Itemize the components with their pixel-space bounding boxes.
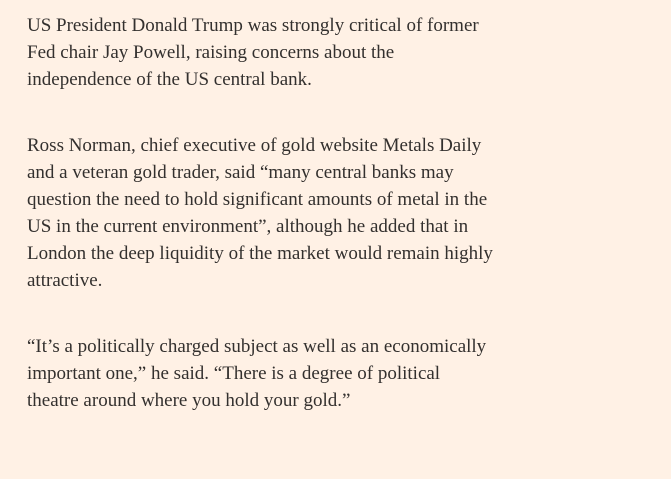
paragraph: “It’s a politically charged subject as w… [27, 333, 657, 414]
text-line: Ross Norman, chief executive of gold web… [27, 135, 482, 156]
text-line: theatre around where you hold your gold.… [27, 390, 351, 411]
paragraph: US President Donald Trump was strongly c… [27, 12, 657, 93]
text-line: important one,” he said. “There is a deg… [27, 363, 441, 384]
text-line: attractive. [27, 270, 103, 291]
text-line: independence of the US central bank. [27, 69, 312, 90]
text-line: Fed chair Jay Powell, raising concerns a… [27, 42, 395, 63]
paragraph: Ross Norman, chief executive of gold web… [27, 132, 657, 294]
text-line: question the need to hold significant am… [27, 189, 488, 210]
text-line: “It’s a politically charged subject as w… [27, 336, 487, 357]
text-line: and a veteran gold trader, said “many ce… [27, 162, 454, 183]
text-line: US President Donald Trump was strongly c… [27, 15, 479, 36]
text-line: US in the current environment”, although… [27, 216, 469, 237]
text-line: London the deep liquidity of the market … [27, 243, 493, 264]
article: US President Donald Trump was strongly c… [27, 12, 657, 453]
